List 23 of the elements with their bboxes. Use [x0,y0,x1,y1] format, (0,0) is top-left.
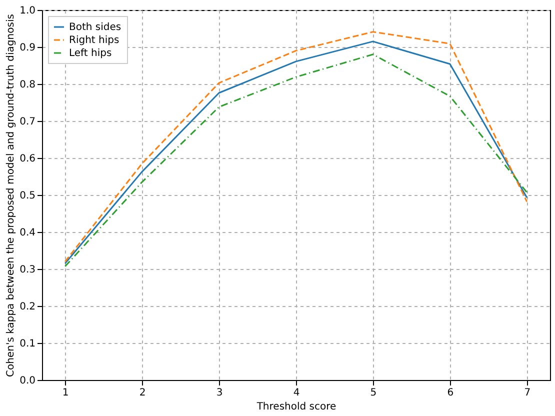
legend-label: Both sides [69,22,122,33]
y-tick-label: 0.4 [20,228,36,238]
y-tick-label: 0.2 [20,302,36,312]
y-axis-title: Cohen's kappa between the proposed model and ground-truth diagnosis [6,14,17,377]
y-tick-label: 0.6 [20,154,36,164]
x-tick-label: 6 [447,388,454,398]
y-tick-label: 0.8 [20,80,36,90]
y-tick-label: 0.1 [20,338,36,350]
legend-label: Left hips [69,48,112,59]
y-tick-label: 0.0 [20,376,36,386]
y-tick-label: 0.7 [20,116,36,128]
x-tick-label: 4 [293,388,300,398]
x-tick-label: 2 [139,388,146,398]
x-tick-label: 1 [62,388,69,398]
x-tick-label: 7 [524,388,531,398]
y-tick-label: 1.0 [20,6,36,16]
x-tick-label: 3 [216,388,223,398]
y-tick-label: 0.9 [20,42,36,54]
x-tick-label: 5 [370,388,377,398]
y-tick-label: 0.3 [20,264,36,276]
y-tick-label: 0.5 [20,190,36,202]
legend-label: Right hips [69,35,120,46]
x-axis-title: Threshold score [256,402,336,412]
